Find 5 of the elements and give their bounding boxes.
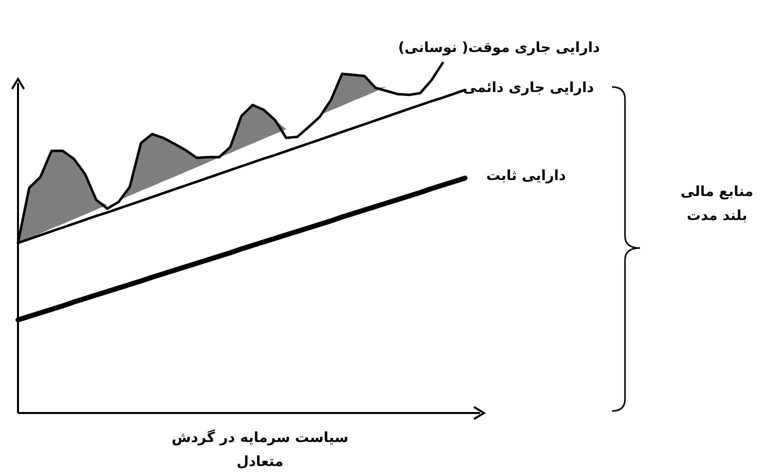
series-label: دارایی ثابت	[486, 168, 566, 184]
x-axis-title: سیاست سرمایه در گردش متعادل	[170, 428, 350, 472]
series-label: دارایی جاری دائمی	[462, 80, 594, 96]
text: منابع مالی بلند مدت	[680, 183, 754, 226]
text: دارایی جاری موقت( نوسانی)	[398, 40, 600, 56]
